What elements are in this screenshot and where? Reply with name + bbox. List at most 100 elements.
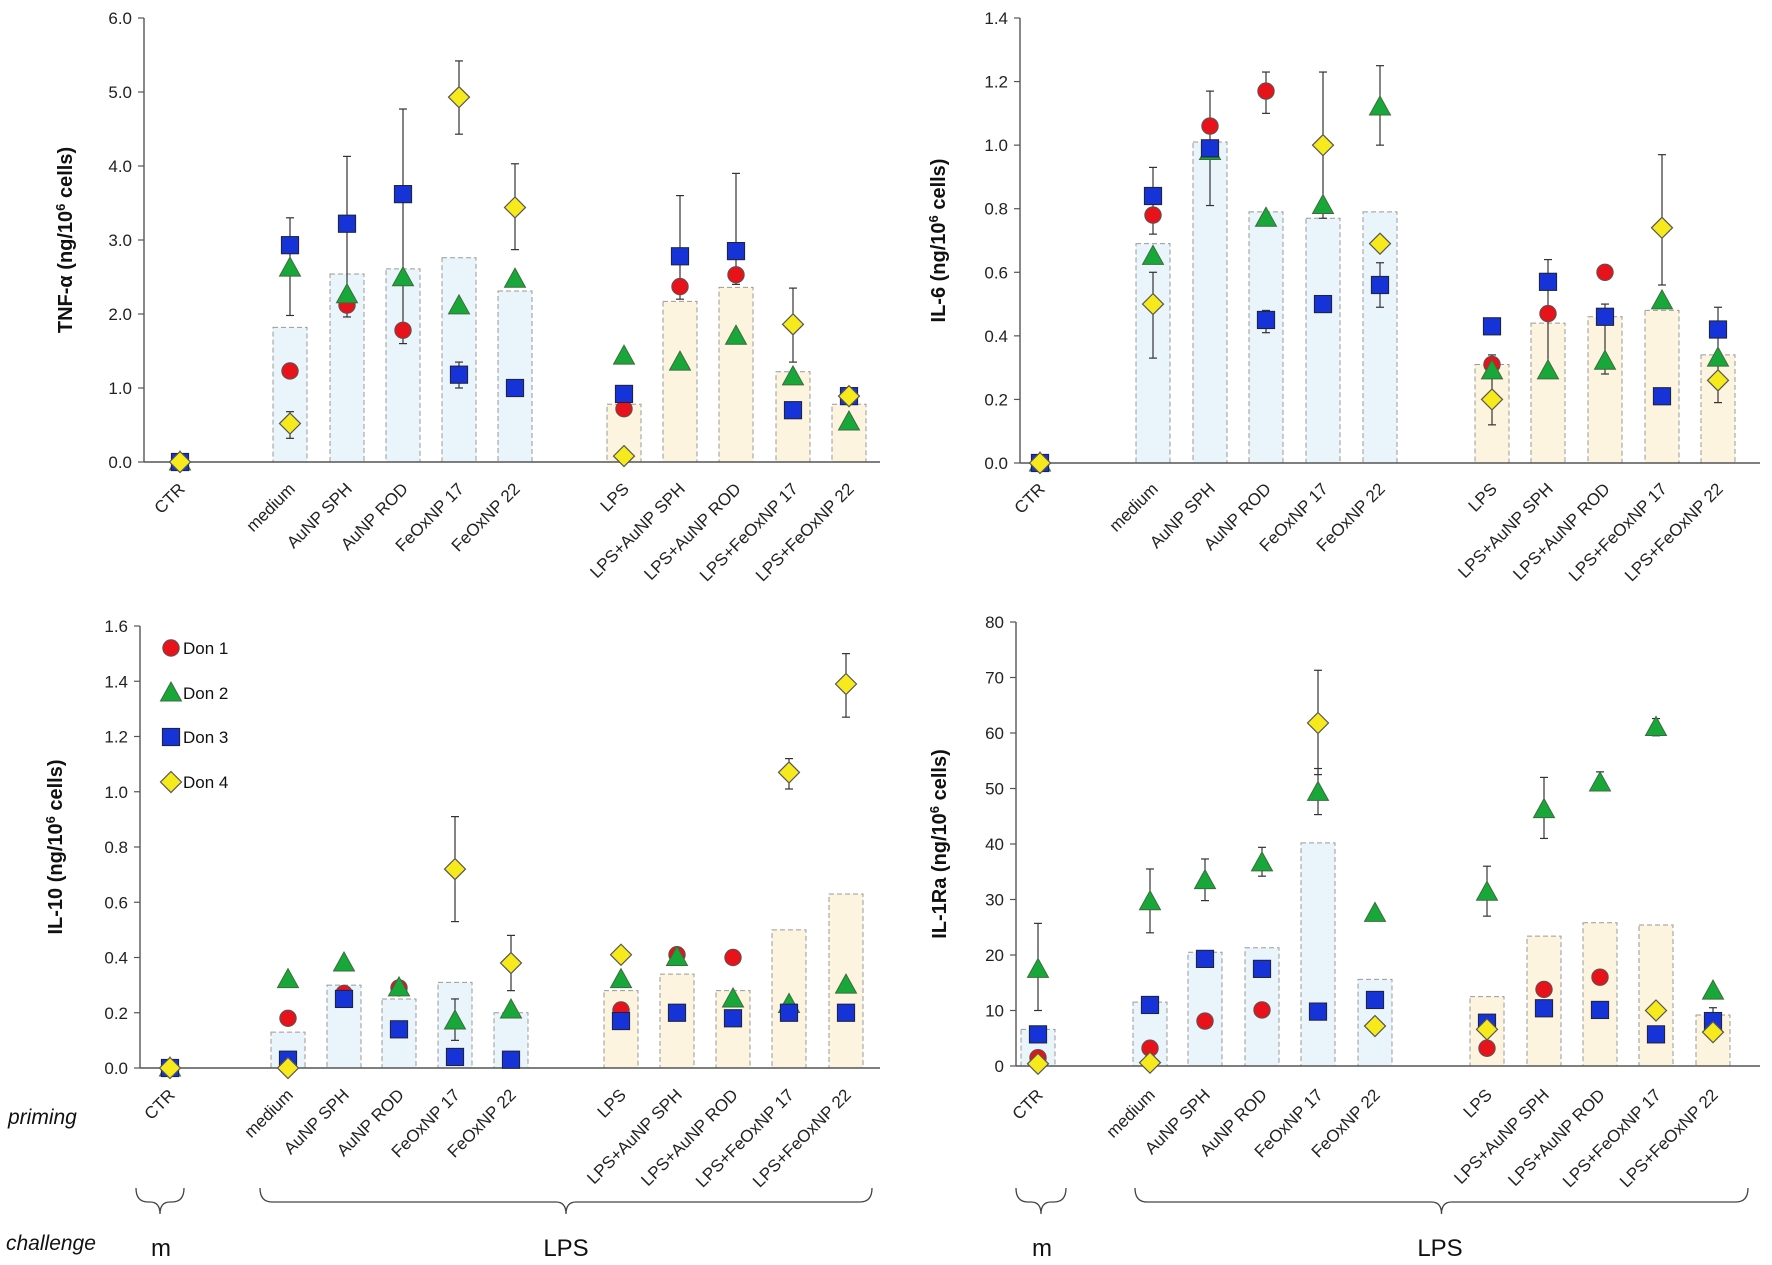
y-tick-label: 3.0 [108,231,132,250]
point-don3 [445,1047,465,1067]
mean-bar-2 [272,326,308,463]
y-tick-label: 2.0 [108,305,132,324]
point-don1 [727,266,745,284]
y-tick-label: 0.4 [984,327,1008,346]
point-don2 [1644,715,1668,736]
point-don3 [337,214,357,233]
mean-bar-5 [1305,217,1341,464]
point-don4 [1475,1018,1499,1041]
point-don3 [393,185,413,204]
mean-bar-8 [662,300,698,463]
point-don3 [1365,990,1385,1010]
legend-label-2: Don 2 [183,684,228,703]
point-don3 [280,236,300,255]
y-tick-label: 0.2 [984,390,1008,409]
x-category-label: LPS+FeOxNP 22 [1616,1085,1722,1191]
point-don1 [1201,117,1219,135]
point-don4 [158,1056,182,1080]
y-axis-label-part: IL-6 (ng/10 [928,222,950,322]
point-don3 [783,401,803,420]
point-don2 [834,973,858,994]
x-category-label: LPS [594,1085,630,1121]
point-don4 [499,951,523,975]
x-category-label: LPS+FeOxNP 22 [749,1085,855,1191]
point-don1 [1539,304,1557,323]
x-category-label: LPS+FeOxNP 22 [752,479,858,585]
y-axis-label-part: cells) [928,159,950,216]
mean-bar-9 [1582,922,1618,1067]
challenge-m-left: m [151,1235,171,1260]
point-don3 [1708,320,1728,339]
y-axis-label-part: cells) [55,147,77,204]
x-category-label: LPS+AuNP SPH [1454,479,1556,581]
legend-label-3: Don 3 [183,728,228,747]
point-don4 [443,857,467,881]
y-axis-label-part: TNF-α (ng/10 [55,211,77,333]
y-tick-label: 1.0 [984,136,1008,155]
point-don2 [668,350,692,371]
point-don2 [1368,94,1392,116]
x-category-label: LPS+FeOxNP 17 [1559,1085,1665,1191]
x-category-label: LPS+AuNP SPH [586,479,688,581]
point-don2 [1536,358,1560,380]
point-don2 [1141,244,1165,265]
x-category-label: CTR [1011,479,1049,517]
chart-panel-3: 0.0 0.2 0.4 0.6 0.8 1.0 1.2 1.4 1.6 IL-10 (ng/106… [43,617,880,1191]
mean-bar-10 [1638,924,1674,1067]
point-don3 [1652,387,1672,406]
x-category-label: LPS+FeOxNP 22 [1621,479,1727,585]
point-don4 [837,384,861,408]
chart-panel-1: 0.0 1.0 2.0 3.0 4.0 5.0 6.0 TNF-α (ng/106 cells… [53,9,880,585]
point-don2 [721,986,745,1008]
x-category-label: medium [241,1085,297,1141]
y-tick-label: 80 [985,613,1004,632]
y-axis-label-part: cells) [929,749,951,806]
point-don3 [1140,995,1160,1015]
y-tick-label: 0.6 [984,263,1008,282]
point-don2 [335,282,359,304]
point-don2 [1193,868,1217,890]
x-category-label: LPS+AuNP ROD [640,479,744,583]
y-tick-label: 4.0 [108,157,132,176]
point-don1 [1144,206,1162,224]
point-don4 [447,85,471,109]
y-tick-label: 6.0 [108,9,132,28]
point-don3 [1256,310,1276,330]
x-category-label: medium [1106,479,1162,535]
x-category-label: LPS+AuNP ROD [1504,1085,1608,1189]
point-don2 [1250,850,1274,872]
point-don2 [443,1009,467,1030]
y-tick-label: 0.6 [104,893,128,912]
x-category-label: LPS+AuNP ROD [637,1085,741,1189]
point-don1 [394,321,412,339]
point-don2 [1311,193,1335,215]
point-don4 [1650,216,1674,240]
point-don4 [1644,999,1668,1022]
point-don2 [1254,206,1278,227]
point-don2 [1650,288,1674,310]
point-don4 [1706,369,1730,392]
chart-panel-2: 0.0 0.2 0.4 0.6 0.8 1.0 1.2 1.4 IL-6 (ng/106 cel… [926,9,1760,585]
point-don2 [278,256,302,277]
point-don2 [724,324,748,345]
x-category-label: medium [243,479,299,535]
y-axis-label-part: IL-10 (ng/10 [45,823,67,934]
point-don4 [777,761,801,784]
point-don3 [667,1003,687,1022]
point-don4 [1311,133,1335,157]
point-don2 [503,267,527,288]
point-don3 [1595,307,1615,326]
point-don3 [614,384,634,404]
y-tick-label: 0.2 [104,1004,128,1023]
point-don2 [1706,346,1730,367]
x-category-label: CTR [151,479,189,517]
point-don1 [1596,263,1614,281]
y-axis-label-superscript: 6 [53,204,68,211]
point-don2 [1593,349,1617,370]
point-don2 [387,975,411,997]
legend-label-1: Don 1 [183,639,228,658]
mean-bar-9 [718,286,754,463]
y-tick-label: 1.0 [104,783,128,802]
y-tick-label: 40 [985,835,1004,854]
x-category-label: LPS [1465,479,1501,515]
